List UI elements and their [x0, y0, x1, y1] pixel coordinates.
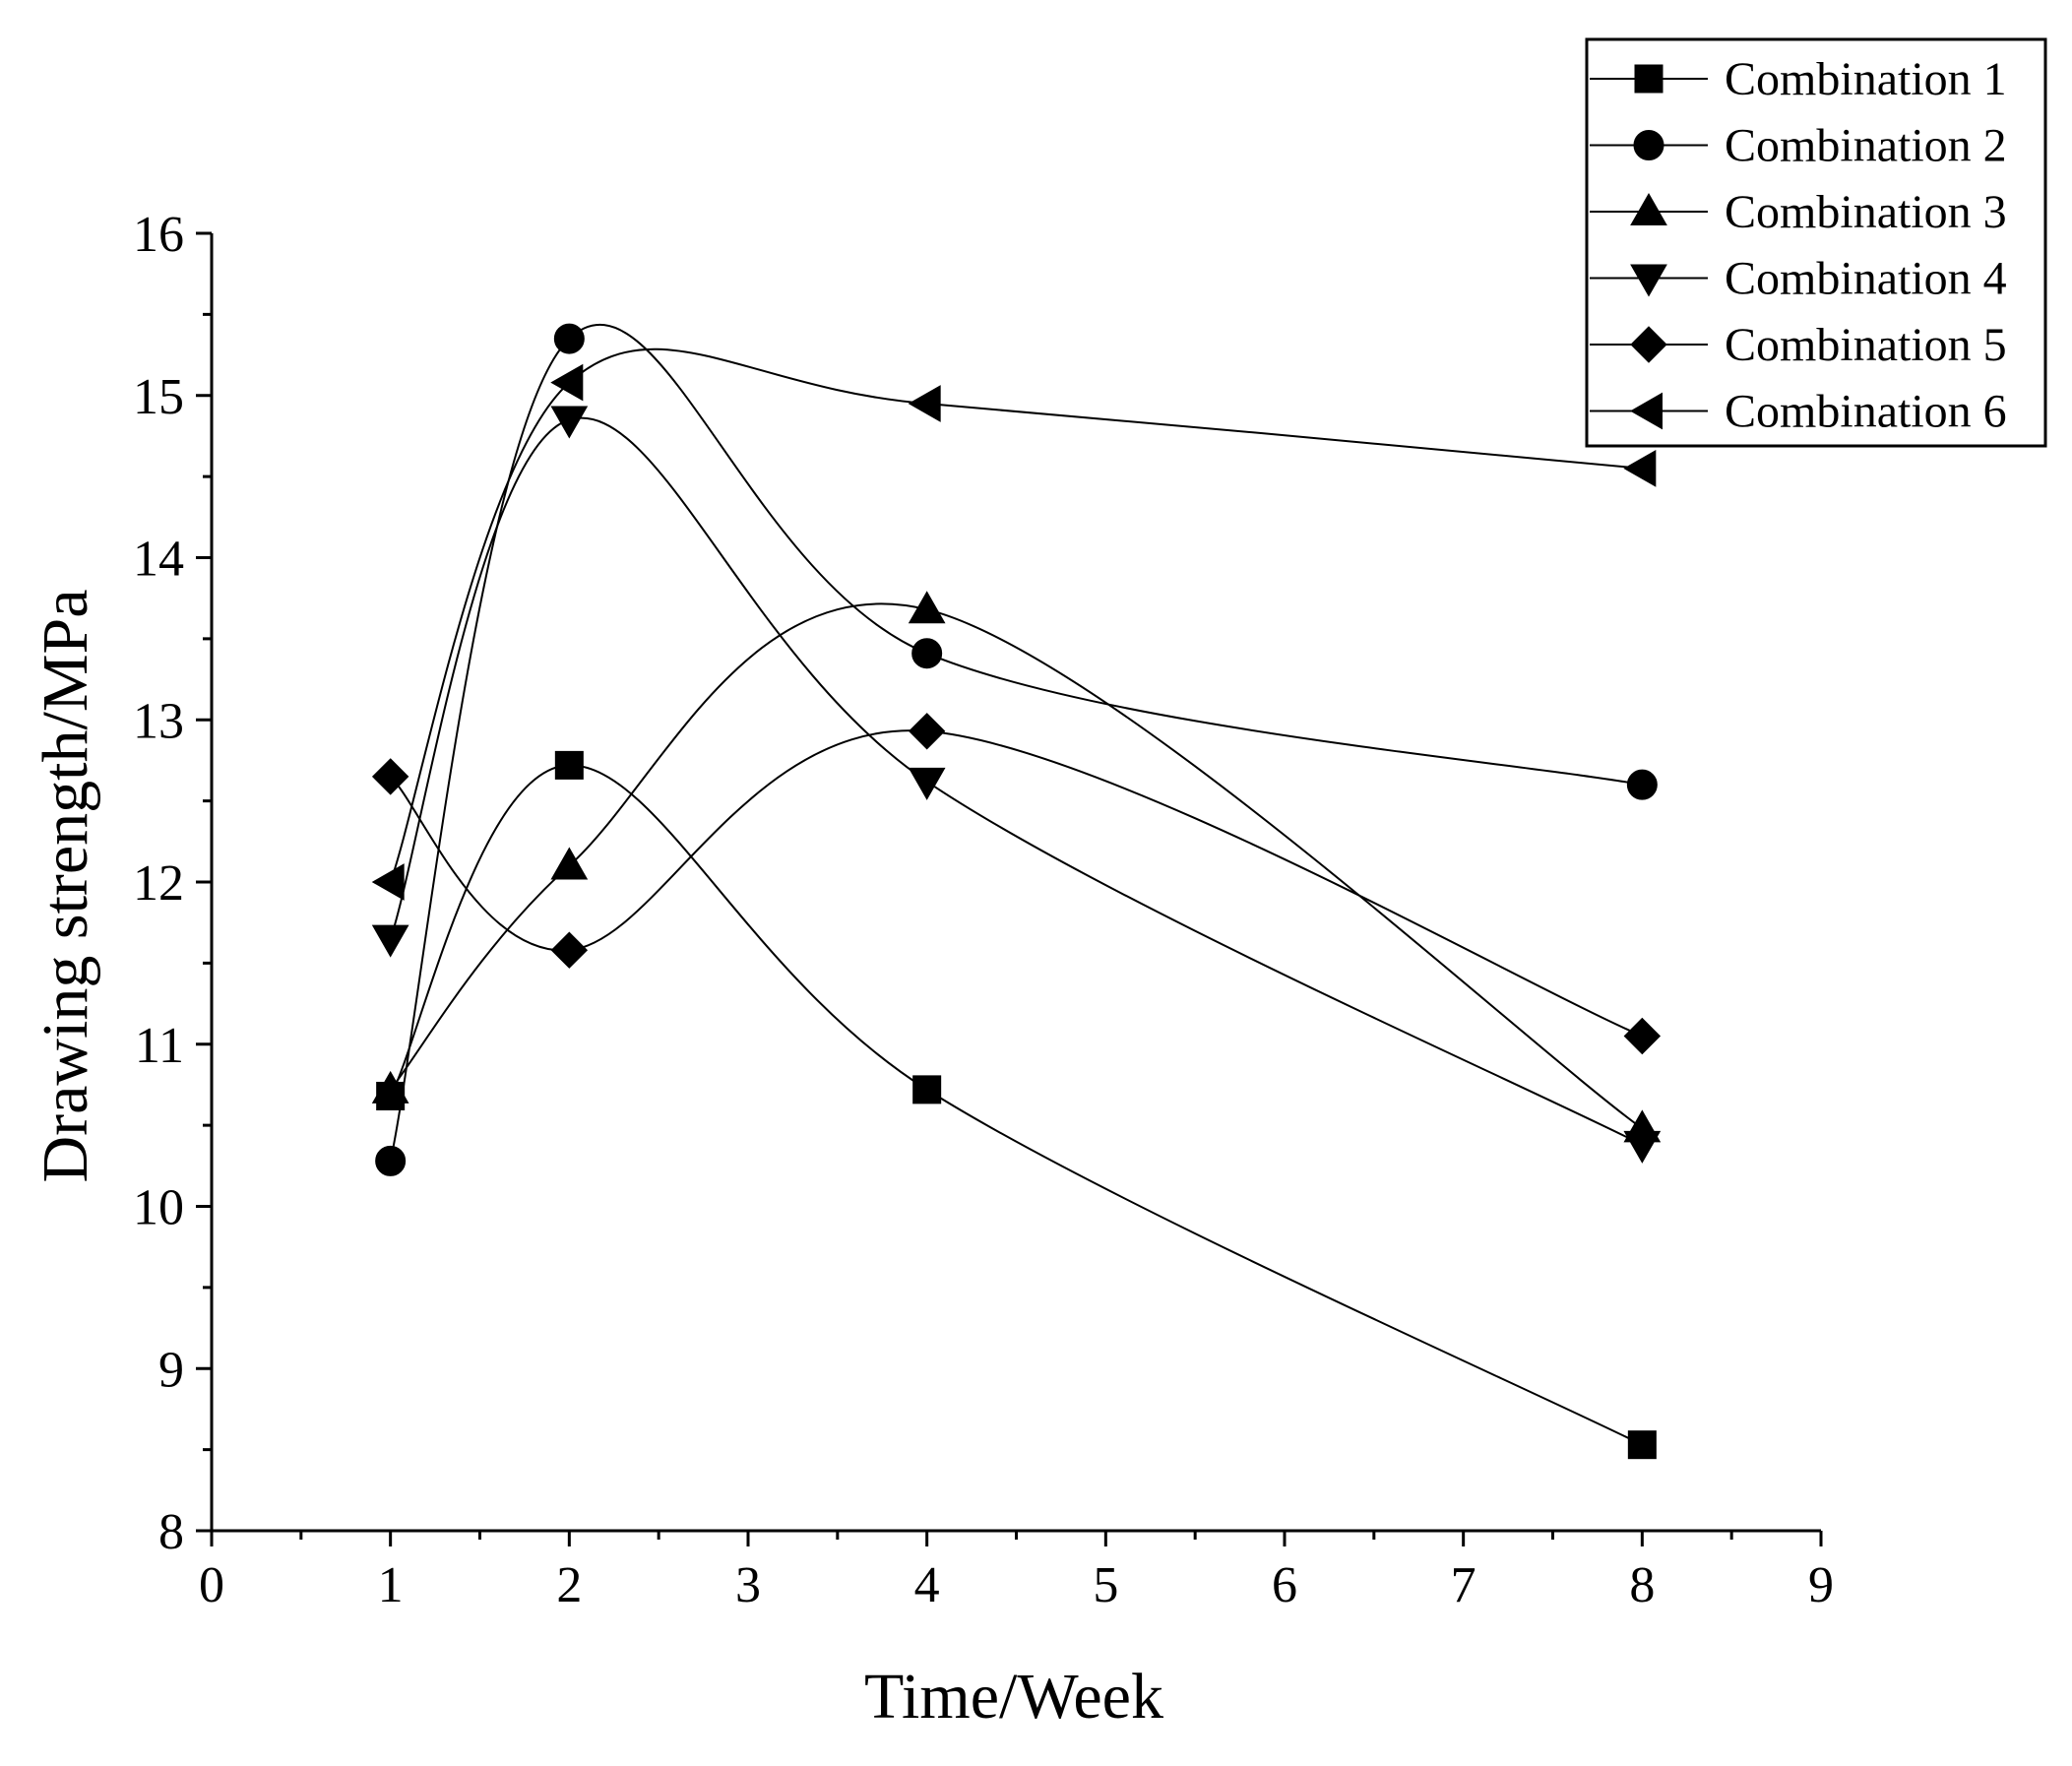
- data-point-series-6-3: [908, 385, 941, 422]
- y-tick-label: 13: [133, 693, 184, 749]
- y-tick-label: 15: [133, 369, 184, 425]
- legend-box: [1585, 37, 2047, 448]
- y-tick-label: 11: [135, 1018, 184, 1074]
- series-markers: [371, 323, 1662, 1460]
- legend-label-1: Combination 1: [1725, 53, 2007, 105]
- series-line-5: [390, 729, 1643, 1038]
- data-point-series-1-3: [912, 1075, 942, 1104]
- x-tick-label: 6: [1272, 1557, 1297, 1613]
- legend-marker-2: [1633, 130, 1664, 160]
- data-point-series-2-4: [1626, 769, 1658, 800]
- x-tick-label: 5: [1093, 1557, 1118, 1613]
- legend-marker-6: [1629, 392, 1663, 430]
- data-point-series-4-1: [371, 924, 409, 958]
- x-tick-label: 9: [1808, 1557, 1834, 1613]
- x-tick-label: 8: [1629, 1557, 1655, 1613]
- series-line-1: [389, 764, 1643, 1446]
- y-tick-label: 8: [158, 1504, 184, 1560]
- y-tick-label: 12: [133, 855, 184, 912]
- x-axis-ticks: 0 1 2 3 4 5 6 7 8 9: [199, 1531, 1834, 1613]
- data-point-series-3-3: [908, 591, 946, 624]
- data-point-series-2-3: [911, 638, 943, 669]
- series-line-4: [389, 416, 1643, 1146]
- x-tick-label: 0: [199, 1557, 224, 1613]
- x-axis-title: Time/Week: [864, 1661, 1163, 1733]
- legend-items: Combination 1 Combination 2 Combination 3 C…: [1590, 53, 2007, 438]
- data-point-series-6-2: [550, 363, 584, 402]
- legend-label-2: Combination 2: [1725, 120, 2007, 172]
- data-point-series-5-2: [550, 931, 589, 969]
- data-point-series-6-1: [371, 863, 405, 901]
- y-axis-ticks: 8 9 10 11 12 13 14 15 16: [133, 207, 212, 1560]
- x-tick-label: 4: [914, 1557, 940, 1613]
- series-line-2: [389, 323, 1643, 1162]
- data-point-series-5-1: [371, 758, 409, 795]
- data-point-series-1-2: [554, 750, 584, 780]
- data-point-series-1-4: [1627, 1430, 1657, 1460]
- data-point-series-2-2: [553, 323, 585, 354]
- y-axis-title: Drawing strength/MPa: [30, 589, 101, 1182]
- data-point-series-2-1: [375, 1145, 407, 1176]
- axes: [210, 233, 1821, 1533]
- legend-label-4: Combination 4: [1725, 253, 2007, 305]
- y-tick-label: 14: [133, 532, 184, 588]
- data-point-series-5-4: [1623, 1017, 1662, 1055]
- y-tick-label: 16: [133, 207, 184, 263]
- legend-label-6: Combination 6: [1725, 386, 2007, 438]
- x-tick-label: 2: [556, 1557, 582, 1613]
- series-line-6: [389, 347, 1643, 883]
- legend-marker-5: [1630, 326, 1667, 363]
- x-tick-label: 3: [735, 1557, 761, 1613]
- y-tick-label: 10: [133, 1180, 184, 1236]
- y-tick-label: 9: [158, 1342, 184, 1398]
- data-point-series-3-1: [371, 1070, 409, 1104]
- legend-label-3: Combination 3: [1725, 186, 2007, 238]
- x-tick-label: 7: [1451, 1557, 1476, 1613]
- legend: Combination 1 Combination 2 Combination 3 C…: [1585, 37, 2047, 448]
- legend-marker-4: [1630, 264, 1667, 297]
- data-point-series-6-4: [1623, 450, 1657, 487]
- data-point-series-5-3: [908, 713, 946, 750]
- legend-marker-3: [1630, 192, 1667, 225]
- x-tick-label: 1: [378, 1557, 404, 1613]
- series-lines: [389, 323, 1643, 1446]
- data-point-series-4-3: [908, 767, 946, 800]
- data-point-series-4-4: [1623, 1130, 1662, 1164]
- data-point-series-4-2: [550, 406, 589, 439]
- legend-marker-1: [1634, 64, 1664, 94]
- legend-label-5: Combination 5: [1725, 319, 2007, 371]
- data-point-series-3-2: [550, 847, 589, 880]
- series-line-3: [389, 602, 1643, 1130]
